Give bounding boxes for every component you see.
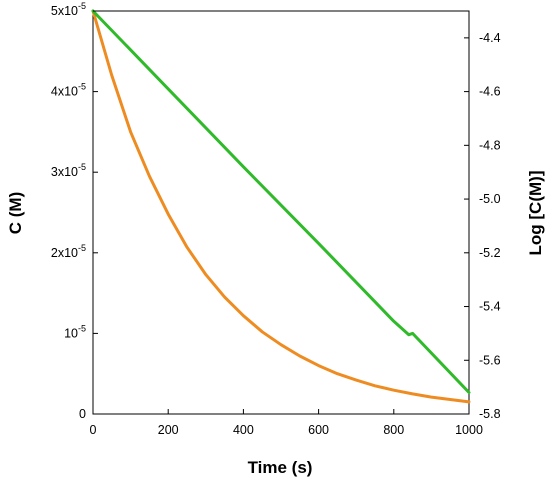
x-tick-label: 0 <box>90 423 97 437</box>
x-tick-label: 200 <box>158 423 179 437</box>
series-line-log-concentration <box>91 9 471 394</box>
y-right-axis-ticks: -4.4 -4.6 -4.8 -5.0 -5.2 -5.4 -5.6 -5.8 <box>464 31 501 421</box>
y-left-tick-label: 3x10-5 <box>51 162 86 179</box>
y-left-tick-label: 0 <box>79 407 86 421</box>
y-left-tick-label: 5x10-5 <box>51 1 86 18</box>
y-right-tick-label: -5.0 <box>479 192 501 206</box>
y-right-tick-label: -5.8 <box>479 407 501 421</box>
y-right-tick-label: -4.8 <box>479 138 501 152</box>
y-right-tick-label: -4.4 <box>479 31 501 45</box>
plot-frame <box>92 10 470 415</box>
x-tick-label: 800 <box>383 423 404 437</box>
y-left-axis-title: C (M) <box>6 192 25 234</box>
y-right-axis-title: Log [C(M)] <box>526 171 545 256</box>
y-right-tick-label: -5.6 <box>479 353 501 367</box>
y-right-tick-label: -5.2 <box>479 246 501 260</box>
y-right-tick-label: -4.6 <box>479 85 501 99</box>
y-left-axis-ticks: 0 10-5 2x10-5 3x10-5 4x10-5 5x10-5 <box>51 1 98 421</box>
y-right-tick-label: -5.4 <box>479 300 501 314</box>
y-left-tick-label: 2x10-5 <box>51 243 86 260</box>
x-tick-label: 600 <box>308 423 329 437</box>
x-axis-title: Time (s) <box>248 458 313 477</box>
plot-border <box>92 10 470 415</box>
x-tick-label: 400 <box>233 423 254 437</box>
x-tick-label: 1000 <box>455 423 483 437</box>
x-axis-ticks: 0 200 400 600 800 1000 <box>90 409 483 437</box>
series-layer <box>91 9 471 404</box>
series-line-concentration <box>91 9 471 404</box>
y-left-tick-label: 4x10-5 <box>51 82 86 99</box>
y-left-tick-label: 10-5 <box>64 323 86 340</box>
